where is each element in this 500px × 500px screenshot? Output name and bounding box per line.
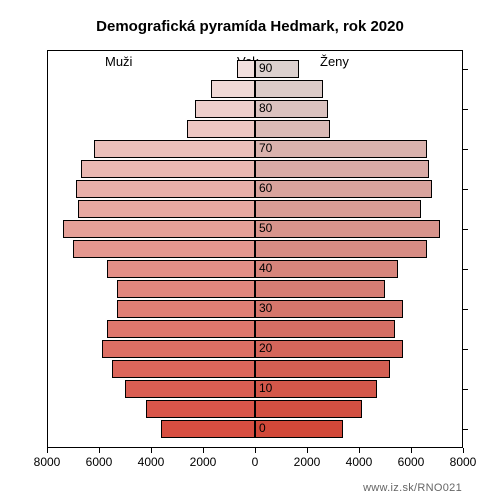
- bar-men: [117, 280, 255, 298]
- bar-men: [78, 200, 255, 218]
- y-age-label: 0: [259, 421, 266, 435]
- bar-women: [255, 140, 427, 158]
- bar-women: [255, 260, 398, 278]
- bar-women: [255, 200, 421, 218]
- y-age-label: 60: [259, 181, 272, 195]
- bar-men: [187, 120, 255, 138]
- chart-title: Demografická pyramída Hedmark, rok 2020: [0, 18, 500, 35]
- bar-men: [195, 100, 255, 118]
- bar-women: [255, 420, 343, 438]
- chart-area: 0102030405060708090800060004000200002000…: [47, 50, 463, 448]
- bar-men: [81, 160, 255, 178]
- y-age-label: 30: [259, 301, 272, 315]
- x-tick: [203, 448, 204, 453]
- x-tick-label: 4000: [339, 455, 379, 469]
- x-tick-label: 8000: [27, 455, 67, 469]
- x-tick-label: 4000: [131, 455, 171, 469]
- y-tick: [463, 229, 468, 230]
- bar-women: [255, 380, 377, 398]
- x-tick-label: 2000: [183, 455, 223, 469]
- bar-men: [63, 220, 255, 238]
- x-tick: [411, 448, 412, 453]
- y-age-label: 50: [259, 221, 272, 235]
- bar-men: [94, 140, 255, 158]
- bar-women: [255, 120, 330, 138]
- bar-men: [211, 80, 255, 98]
- bar-men: [107, 260, 255, 278]
- bar-women: [255, 180, 432, 198]
- x-tick: [99, 448, 100, 453]
- y-age-label: 20: [259, 341, 272, 355]
- y-age-label: 70: [259, 141, 272, 155]
- bar-women: [255, 160, 429, 178]
- x-tick-label: 8000: [443, 455, 483, 469]
- bar-women: [255, 400, 362, 418]
- y-tick: [463, 109, 468, 110]
- x-tick: [359, 448, 360, 453]
- y-age-label: 80: [259, 101, 272, 115]
- bar-women: [255, 240, 427, 258]
- y-tick: [463, 269, 468, 270]
- bar-women: [255, 300, 403, 318]
- bar-men: [73, 240, 255, 258]
- x-tick: [47, 448, 48, 453]
- pyramid-container: Demografická pyramída Hedmark, rok 2020 …: [0, 0, 500, 500]
- x-tick: [307, 448, 308, 453]
- bar-women: [255, 220, 440, 238]
- x-tick: [255, 448, 256, 453]
- bar-women: [255, 320, 395, 338]
- x-tick: [151, 448, 152, 453]
- bar-men: [146, 400, 255, 418]
- y-age-label: 90: [259, 61, 272, 75]
- bar-men: [112, 360, 255, 378]
- y-tick: [463, 389, 468, 390]
- bar-women: [255, 80, 323, 98]
- bar-women: [255, 340, 403, 358]
- bar-men: [117, 300, 255, 318]
- bar-men: [161, 420, 255, 438]
- x-tick-label: 6000: [79, 455, 119, 469]
- y-age-label: 10: [259, 381, 272, 395]
- x-tick-label: 6000: [391, 455, 431, 469]
- x-tick-label: 2000: [287, 455, 327, 469]
- y-tick: [463, 429, 468, 430]
- x-tick-label: 0: [235, 455, 275, 469]
- bar-men: [237, 60, 255, 78]
- y-tick: [463, 149, 468, 150]
- bar-men: [107, 320, 255, 338]
- y-tick: [463, 309, 468, 310]
- y-tick: [463, 189, 468, 190]
- bar-men: [102, 340, 255, 358]
- footer-source: www.iz.sk/RNO021: [363, 482, 462, 494]
- bar-women: [255, 280, 385, 298]
- bar-men: [125, 380, 255, 398]
- y-tick: [463, 349, 468, 350]
- bar-men: [76, 180, 255, 198]
- x-tick: [463, 448, 464, 453]
- y-tick: [463, 69, 468, 70]
- bar-women: [255, 360, 390, 378]
- y-age-label: 40: [259, 261, 272, 275]
